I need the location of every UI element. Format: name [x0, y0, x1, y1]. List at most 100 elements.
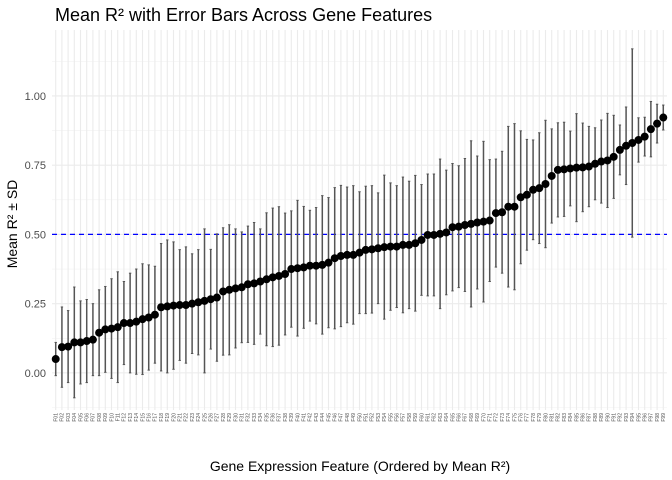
- x-tick-label: F16: [147, 413, 153, 422]
- data-point: [237, 283, 246, 292]
- x-tick-label: F78: [531, 413, 537, 422]
- x-tick-label: F63: [438, 413, 444, 422]
- x-tick-label: F49: [351, 413, 357, 422]
- x-tick-label: F61: [426, 413, 432, 422]
- data-point: [113, 323, 122, 332]
- data-point: [181, 301, 190, 310]
- x-tick-label: F91: [611, 413, 617, 422]
- data-point: [144, 313, 153, 322]
- data-point: [448, 223, 457, 232]
- x-tick-label: F92: [618, 413, 624, 422]
- data-point: [622, 141, 631, 150]
- x-tick-label: F05: [78, 413, 84, 422]
- x-tick-label: F83: [562, 413, 568, 422]
- x-tick-label: F20: [171, 413, 177, 422]
- data-point: [231, 284, 240, 293]
- data-point: [386, 242, 395, 251]
- x-tick-label: F98: [655, 413, 661, 422]
- data-point: [398, 240, 407, 249]
- x-tick-label: F81: [549, 413, 555, 422]
- data-point: [188, 299, 197, 308]
- y-tick-label: 0.75: [25, 160, 46, 172]
- x-axis-ticks: F01 F02 F03 F04 F05 F06 F07 F08 F09 F10 F11 F12 F13 F…: [54, 413, 668, 422]
- data-point: [411, 239, 420, 248]
- data-point: [175, 301, 184, 310]
- data-point: [312, 261, 321, 270]
- x-tick-label: F01: [54, 413, 60, 422]
- x-tick-label: F24: [196, 413, 202, 422]
- x-tick-label: F86: [580, 413, 586, 422]
- x-tick-label: F45: [326, 413, 332, 422]
- data-point: [628, 139, 637, 148]
- data-point: [417, 235, 426, 244]
- data-point: [212, 293, 221, 302]
- data-point: [510, 202, 519, 211]
- x-tick-label: F50: [357, 413, 363, 422]
- y-axis-ticks: 0.00 0.25 0.50 0.75 1.00: [25, 91, 46, 380]
- x-tick-label: F47: [339, 413, 345, 422]
- data-point: [225, 285, 234, 294]
- x-tick-label: F39: [289, 413, 295, 422]
- data-point: [566, 164, 575, 173]
- data-point: [361, 245, 370, 254]
- x-tick-label: F22: [184, 413, 190, 422]
- x-tick-label: F94: [630, 413, 636, 422]
- x-tick-label: F56: [395, 413, 401, 422]
- data-point: [318, 260, 327, 269]
- data-point: [262, 275, 271, 284]
- x-tick-label: F77: [525, 413, 531, 422]
- data-point: [324, 258, 333, 267]
- x-tick-label: F96: [642, 413, 648, 422]
- x-tick-label: F40: [295, 413, 301, 422]
- y-tick-label: 0.25: [25, 299, 46, 311]
- x-tick-label: F62: [432, 413, 438, 422]
- x-tick-label: F08: [97, 413, 103, 422]
- x-tick-label: F21: [178, 413, 184, 422]
- data-point: [51, 355, 60, 364]
- x-tick-label: F46: [333, 413, 339, 422]
- data-point: [560, 165, 569, 174]
- x-tick-label: F41: [302, 413, 308, 422]
- x-tick-label: F68: [469, 413, 475, 422]
- data-point: [442, 228, 451, 237]
- x-tick-label: F79: [537, 413, 543, 422]
- data-point: [541, 179, 550, 188]
- y-axis-label: Mean R² ± SD: [4, 180, 20, 269]
- data-point: [343, 250, 352, 259]
- x-tick-label: F51: [364, 413, 370, 422]
- x-tick-label: F19: [165, 413, 171, 422]
- data-point: [268, 273, 277, 282]
- data-point: [423, 230, 432, 239]
- data-point: [380, 243, 389, 252]
- data-point: [374, 244, 383, 253]
- data-point: [119, 319, 128, 328]
- data-point: [70, 338, 79, 347]
- data-point: [473, 218, 482, 227]
- x-tick-label: F71: [487, 413, 493, 422]
- data-point: [485, 216, 494, 225]
- x-tick-label: F17: [153, 413, 159, 422]
- x-tick-label: F54: [382, 413, 388, 422]
- x-tick-label: F97: [649, 413, 655, 422]
- x-tick-label: F58: [407, 413, 413, 422]
- data-point: [659, 113, 668, 122]
- x-axis-label: Gene Expression Feature (Ordered by Mean…: [210, 458, 510, 474]
- x-tick-label: F72: [494, 413, 500, 422]
- x-tick-label: F59: [413, 413, 419, 422]
- x-tick-label: F80: [543, 413, 549, 422]
- data-point: [498, 208, 507, 217]
- data-point: [256, 277, 265, 286]
- data-point: [206, 295, 215, 304]
- data-point: [597, 157, 606, 166]
- data-point: [516, 193, 525, 202]
- data-point: [591, 159, 600, 168]
- x-tick-label: F88: [593, 413, 599, 422]
- data-point: [392, 242, 401, 251]
- x-tick-label: F66: [456, 413, 462, 422]
- x-tick-label: F69: [475, 413, 481, 422]
- data-point: [200, 296, 209, 305]
- data-point: [522, 190, 531, 199]
- data-point: [281, 270, 290, 279]
- data-point: [101, 325, 110, 334]
